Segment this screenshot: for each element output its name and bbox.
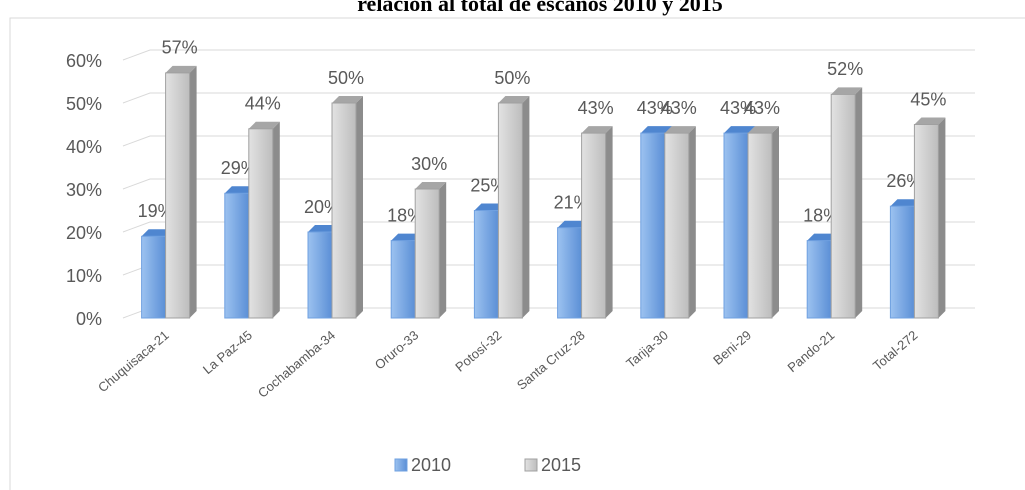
bar: [889, 205, 915, 319]
bar-top: [557, 220, 589, 228]
y-tick-label: 40%: [66, 137, 102, 157]
grid-line: [122, 49, 975, 61]
bar-top: [914, 117, 946, 125]
bar-top: [748, 126, 779, 134]
value-label: 20%: [304, 197, 340, 217]
grid-line: [122, 92, 975, 104]
bar-top: [141, 229, 173, 237]
bar-top: [724, 126, 755, 134]
bar: [830, 93, 856, 319]
value-label: 25%: [470, 175, 506, 195]
bar: [497, 102, 523, 319]
value-label: 18%: [387, 205, 423, 225]
bar: [806, 240, 832, 319]
bar: [664, 132, 690, 319]
bar-side: [855, 87, 863, 319]
value-label: 50%: [328, 68, 364, 88]
y-tick-label: 10%: [66, 266, 102, 286]
bar-top: [308, 225, 339, 232]
bar-top: [224, 186, 256, 194]
value-label: 19%: [138, 201, 174, 221]
value-label: 43%: [578, 98, 614, 118]
bar: [557, 227, 583, 319]
bar-side: [189, 65, 197, 319]
value-label: 52%: [827, 59, 863, 79]
x-tick-label: Total-272: [870, 327, 921, 373]
x-tick-label: Oruro-33: [372, 327, 422, 372]
bar: [723, 132, 749, 319]
bar: [414, 188, 440, 319]
y-tick-label: 50%: [66, 94, 102, 114]
bar-side: [439, 182, 447, 318]
bar-side: [772, 126, 779, 318]
bar: [390, 240, 416, 319]
legend-swatch: [394, 458, 408, 472]
x-tick-label: Chuquisaca-21: [95, 327, 172, 395]
value-label: 21%: [554, 192, 590, 212]
x-tick-label: Beni-29: [710, 327, 754, 367]
value-label: 43%: [637, 98, 673, 118]
x-tick-label: Cochabamba-34: [255, 327, 338, 400]
chart-border: [9, 17, 1025, 490]
bar: [141, 235, 167, 319]
bar-side: [688, 126, 696, 318]
bar-side: [356, 96, 363, 318]
y-tick-label: 20%: [66, 223, 102, 243]
bar-top: [890, 199, 922, 207]
value-label: 26%: [886, 171, 922, 191]
bar: [307, 231, 333, 319]
y-tick-label: 60%: [66, 51, 102, 71]
grid-line: [122, 135, 975, 147]
legend-swatch: [524, 458, 538, 472]
value-label: 50%: [494, 68, 530, 88]
bar-side: [938, 117, 946, 318]
x-tick-label: La Paz-45: [200, 327, 255, 377]
bar: [747, 132, 773, 319]
value-label: 29%: [221, 158, 257, 178]
value-label: 57%: [162, 38, 198, 58]
bar-top: [248, 121, 280, 129]
y-tick-label: 30%: [66, 180, 102, 200]
bar: [248, 128, 274, 319]
bar-top: [581, 126, 613, 134]
y-tick-label: 0%: [76, 309, 102, 329]
value-label: 43%: [744, 98, 780, 118]
x-tick-label: Potosí-32: [452, 327, 504, 374]
value-label: 30%: [411, 154, 447, 174]
bar-top: [664, 126, 696, 134]
bar-top: [807, 233, 839, 241]
value-label: 43%: [661, 98, 697, 118]
bar: [581, 132, 607, 319]
bar-side: [522, 96, 530, 318]
bar-top: [391, 233, 423, 241]
bar: [913, 124, 939, 319]
bar-top: [831, 87, 863, 95]
bar-top: [498, 96, 530, 103]
bar-top: [415, 182, 447, 189]
bar: [224, 192, 250, 319]
chart-title: relación al total de escaños 2010 y 2015: [357, 0, 723, 16]
bar: [473, 210, 499, 319]
value-label: 44%: [245, 94, 281, 114]
bar: [165, 72, 191, 319]
value-label: 18%: [803, 205, 839, 225]
bar-side: [605, 126, 613, 318]
bar: [640, 132, 666, 319]
bar-top: [640, 126, 672, 134]
bar-top: [474, 203, 506, 211]
bar: [331, 102, 357, 319]
bar-side: [272, 121, 280, 318]
legend-label: 2015: [541, 455, 581, 475]
bar-top: [332, 96, 363, 103]
bar-top: [165, 65, 197, 73]
x-tick-label: Pando-21: [784, 327, 837, 375]
legend-label: 2010: [411, 455, 451, 475]
grid-line: [122, 178, 975, 190]
value-label: 43%: [720, 98, 756, 118]
x-tick-label: Santa Cruz-28: [514, 327, 588, 392]
x-tick-label: Tarija-30: [623, 327, 671, 371]
value-label: 45%: [910, 89, 946, 109]
grid-line: [122, 221, 975, 233]
